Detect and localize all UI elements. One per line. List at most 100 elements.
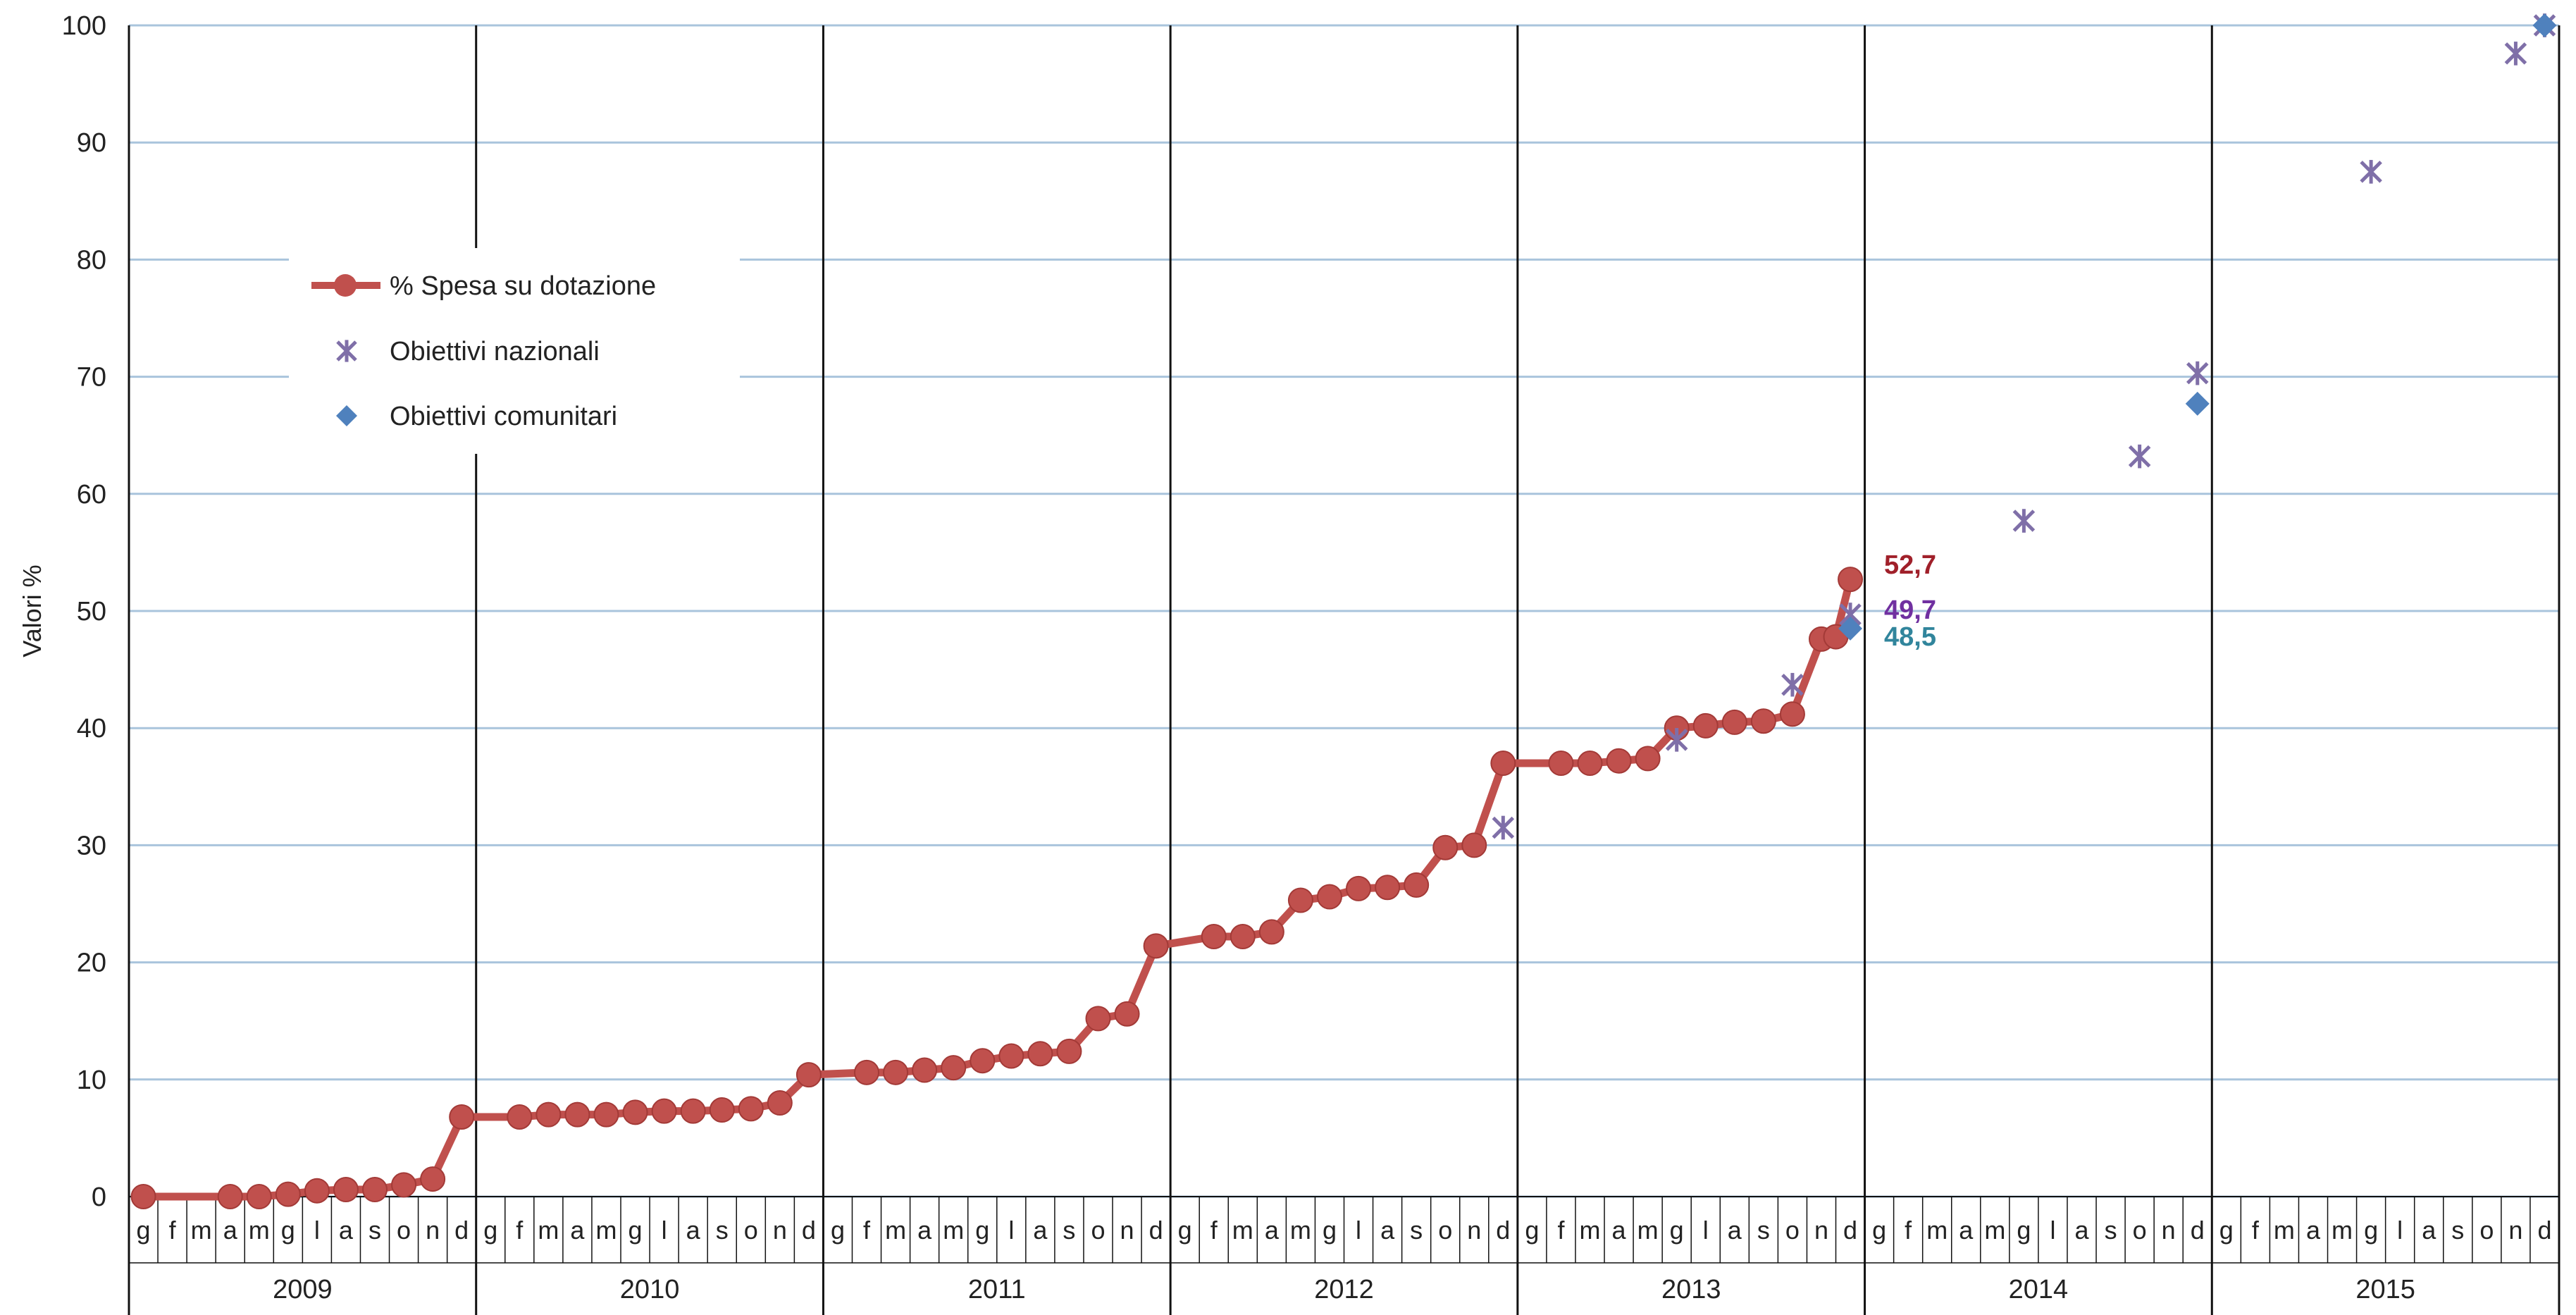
month-tick-label: s — [2105, 1216, 2117, 1245]
point-spesa — [680, 1098, 706, 1124]
point-spesa — [1201, 924, 1227, 950]
y-axis-ticks: 0 10 20 30 40 50 60 70 80 90 100 — [62, 11, 106, 1212]
data-label-nazionali: 49,7 — [1884, 595, 1936, 625]
point-spesa — [1114, 1001, 1140, 1027]
month-tick-label: m — [2274, 1216, 2295, 1245]
month-tick-label: g — [281, 1216, 295, 1245]
data-annotations: 52,7 49,748,5 — [1884, 550, 1936, 652]
point-spesa — [1375, 875, 1401, 901]
point-spesa — [1779, 701, 1805, 727]
month-tick-label: m — [1926, 1216, 1948, 1245]
point-nazionali — [1781, 672, 1804, 697]
y-axis-label: Valori % — [18, 564, 47, 657]
series-comunitari — [1838, 13, 2557, 641]
y-tick-label: 100 — [62, 11, 106, 41]
month-tick-label: s — [1063, 1216, 1075, 1245]
month-tick-label: n — [1814, 1216, 1828, 1245]
month-tick-label: s — [369, 1216, 381, 1245]
month-tick-label: s — [1757, 1216, 1770, 1245]
month-tick-label: d — [1843, 1216, 1857, 1245]
point-spesa — [1838, 567, 1864, 593]
month-tick-label: m — [191, 1216, 212, 1245]
point-spesa — [217, 1184, 243, 1209]
month-tick-label: m — [538, 1216, 559, 1245]
point-spesa — [883, 1059, 909, 1085]
month-tick-label: g — [1323, 1216, 1337, 1245]
point-spesa — [970, 1048, 996, 1074]
point-spesa — [622, 1099, 648, 1125]
month-tick-label: g — [137, 1216, 151, 1245]
month-tick-label: s — [1410, 1216, 1423, 1245]
month-tick-label: m — [885, 1216, 906, 1245]
point-spesa — [854, 1059, 880, 1085]
month-tick-label: a — [1380, 1216, 1395, 1245]
month-tick-label: o — [2479, 1216, 2494, 1245]
point-spesa — [420, 1166, 446, 1192]
legend-label-comunitari: Obiettivi comunitari — [390, 402, 617, 431]
month-tick-label: a — [223, 1216, 238, 1245]
point-spesa — [1721, 709, 1747, 735]
month-tick-label: d — [1149, 1216, 1163, 1245]
point-spesa — [1692, 712, 1719, 739]
month-tick-label: a — [1728, 1216, 1742, 1245]
month-tick-label: g — [2219, 1216, 2234, 1245]
legend-item-spesa: % Spesa su dotazione — [311, 271, 656, 301]
point-nazionali — [1492, 815, 1515, 840]
point-comunitari — [1838, 616, 1863, 641]
month-tick-label: g — [2017, 1216, 2031, 1245]
series-spesa — [130, 567, 1864, 1209]
point-spesa — [998, 1043, 1024, 1069]
point-spesa — [246, 1184, 272, 1209]
month-tick-label: l — [662, 1216, 667, 1245]
point-spesa — [507, 1104, 533, 1130]
point-spesa — [275, 1181, 301, 1207]
month-tick-label: a — [2306, 1216, 2321, 1245]
year-tick-label: 2011 — [968, 1275, 1026, 1304]
point-spesa — [767, 1090, 793, 1116]
point-spesa — [1750, 708, 1776, 734]
month-tick-label: m — [1580, 1216, 1601, 1245]
month-tick-label: a — [917, 1216, 932, 1245]
grid-lines — [129, 24, 2559, 1198]
month-tick-label: n — [2162, 1216, 2176, 1245]
point-nazionali — [2186, 361, 2209, 385]
month-tick-label: d — [2191, 1216, 2205, 1245]
month-tick-label: o — [744, 1216, 758, 1245]
month-tick-label: a — [570, 1216, 585, 1245]
month-tick-label: g — [1670, 1216, 1684, 1245]
series — [130, 13, 2557, 1209]
point-spesa — [333, 1177, 359, 1203]
month-tick-label: g — [483, 1216, 497, 1245]
point-nazionali — [2504, 42, 2527, 66]
legend-diamond-icon — [336, 405, 357, 426]
point-spesa — [709, 1097, 735, 1123]
point-spesa — [449, 1104, 475, 1130]
month-tick-label: d — [454, 1216, 469, 1245]
y-tick-label: 60 — [77, 480, 106, 510]
legend-label-spesa: % Spesa su dotazione — [390, 271, 656, 301]
month-tick-label: m — [2332, 1216, 2353, 1245]
point-spesa — [1143, 933, 1169, 959]
series-line-spesa — [143, 578, 1854, 1201]
year-tick-label: 2009 — [273, 1275, 333, 1304]
month-tick-label: m — [1637, 1216, 1659, 1245]
month-tick-label: a — [1612, 1216, 1627, 1245]
point-spesa — [1432, 834, 1459, 860]
year-tick-label: 2015 — [2355, 1275, 2415, 1304]
month-tick-label: f — [1905, 1216, 1912, 1245]
month-tick-label: f — [169, 1216, 177, 1245]
point-spesa — [1577, 751, 1603, 777]
point-spesa — [1490, 751, 1516, 777]
y-tick-label: 0 — [92, 1183, 106, 1212]
month-tick-label: a — [1033, 1216, 1048, 1245]
point-spesa — [1027, 1041, 1053, 1067]
month-tick-label: o — [1438, 1216, 1452, 1245]
year-tick-label: 2014 — [2009, 1275, 2069, 1304]
month-tick-label: g — [831, 1216, 845, 1245]
month-tick-label: f — [863, 1216, 871, 1245]
month-tick-label: n — [2508, 1216, 2522, 1245]
point-nazionali — [2360, 159, 2382, 184]
legend-item-nazionali: Obiettivi nazionali — [336, 337, 600, 366]
month-tick-label: l — [314, 1216, 320, 1245]
